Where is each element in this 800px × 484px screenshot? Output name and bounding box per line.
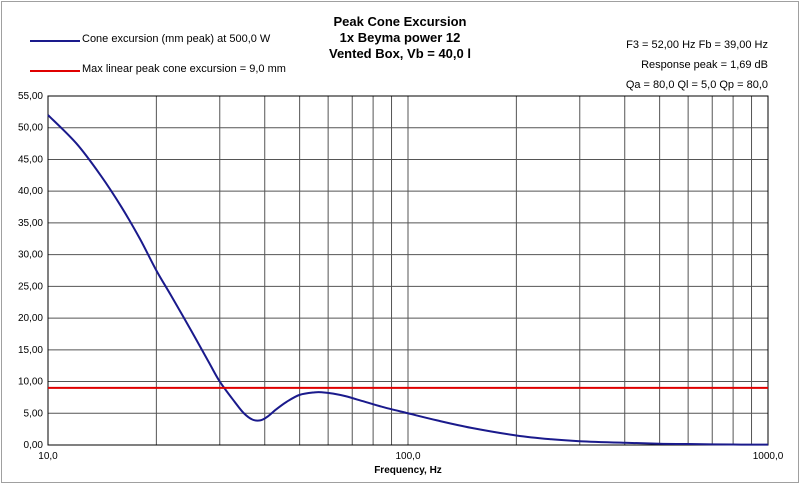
y-tick-label: 50,00 xyxy=(18,123,43,134)
y-tick-label: 0,00 xyxy=(24,440,44,451)
y-tick-label: 10,00 xyxy=(18,377,43,388)
y-tick-label: 40,00 xyxy=(18,186,43,197)
x-tick-label: 10,0 xyxy=(38,451,58,462)
info-f3-fb: F3 = 52,00 Hz Fb = 39,00 Hz xyxy=(626,39,768,51)
y-tick-label: 35,00 xyxy=(18,218,43,229)
x-tick-label: 1000,0 xyxy=(753,451,784,462)
series-line-excursion xyxy=(47,114,769,446)
x-tick-label: 100,0 xyxy=(395,451,420,462)
legend-label-excursion: Cone excursion (mm peak) at 500,0 W xyxy=(82,33,271,45)
legend-swatch-xmax xyxy=(30,70,80,72)
chart-title: Peak Cone Excursion xyxy=(333,14,467,29)
legend-swatch-excursion xyxy=(30,40,80,42)
y-tick-label: 25,00 xyxy=(18,281,43,292)
y-tick-label: 30,00 xyxy=(18,250,43,261)
legend-label-xmax: Max linear peak cone excursion = 9,0 mm xyxy=(82,63,286,75)
chart-subtitle-driver: 1x Beyma power 12 xyxy=(339,30,461,45)
y-tick-label: 20,00 xyxy=(18,313,43,324)
y-tick-label: 55,00 xyxy=(18,91,43,102)
info-q-values: Qa = 80,0 Ql = 5,0 Qp = 80,0 xyxy=(625,79,768,91)
plot-border xyxy=(47,95,769,446)
x-axis-label: Frequency, Hz xyxy=(374,465,442,476)
y-tick-label: 15,00 xyxy=(18,345,43,356)
y-tick-label: 5,00 xyxy=(24,408,44,419)
y-tick-label: 45,00 xyxy=(18,154,43,165)
chart-subtitle-box: Vented Box, Vb = 40,0 l xyxy=(329,46,471,61)
info-response-peak: Response peak = 1,69 dB xyxy=(641,59,768,71)
